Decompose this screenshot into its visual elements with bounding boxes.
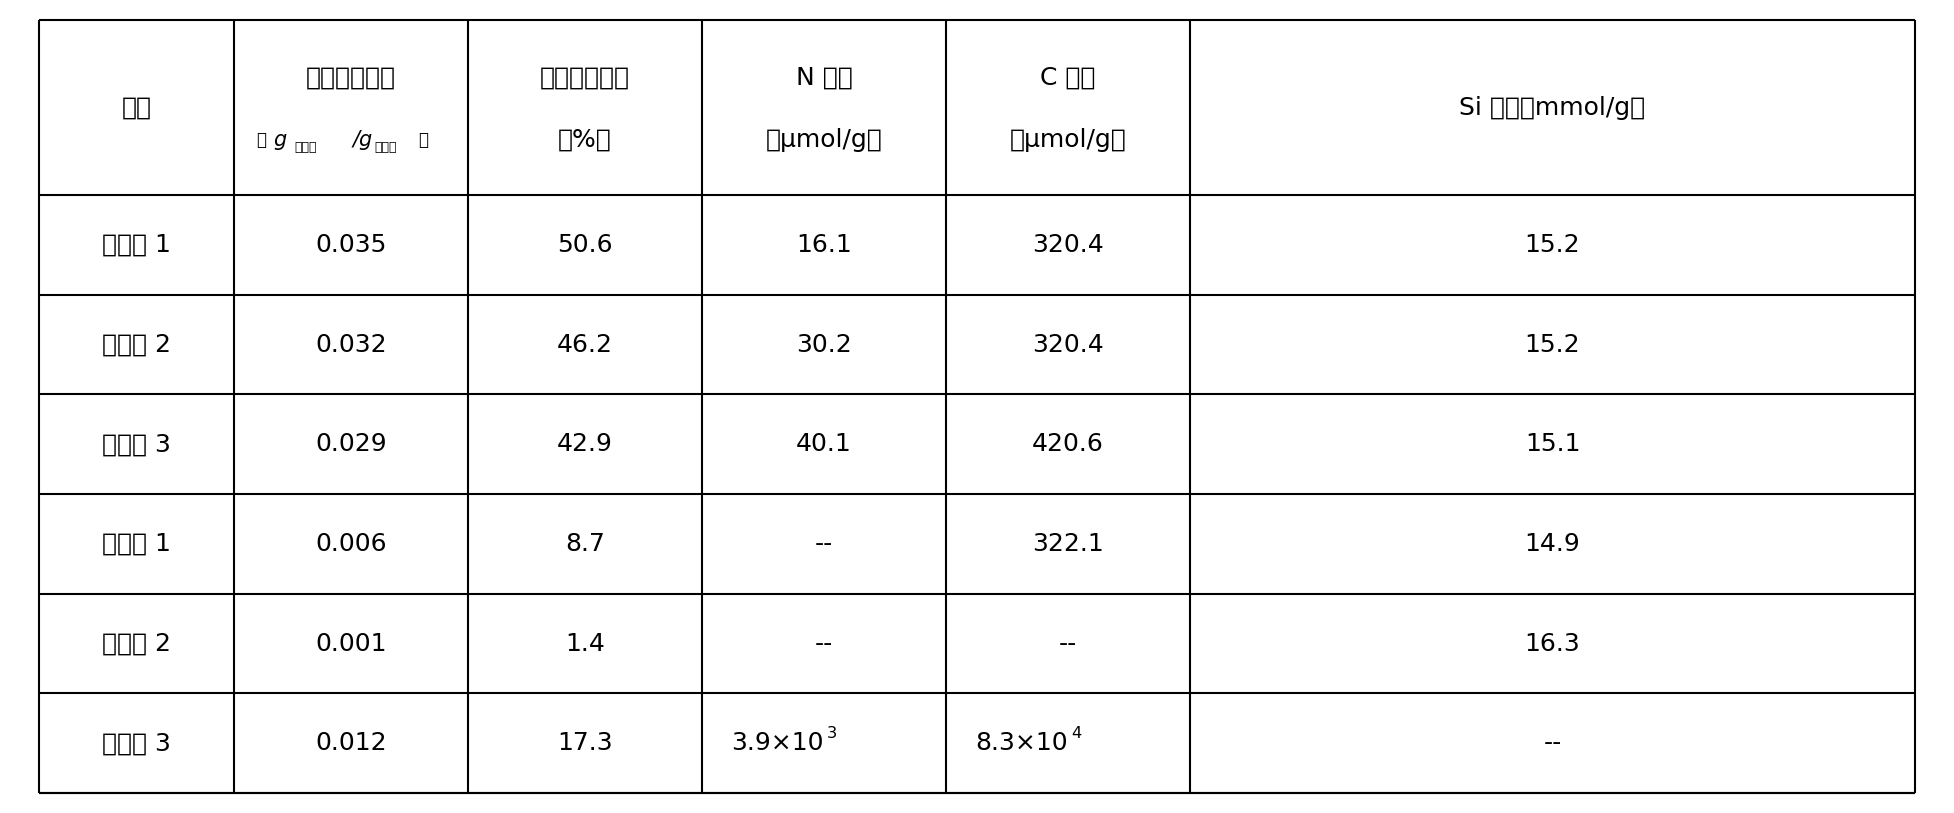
Text: 40.1: 40.1 <box>795 433 852 456</box>
Text: 实例: 实例 <box>121 95 152 120</box>
Text: 4: 4 <box>1071 726 1081 741</box>
Text: 实施例 3: 实施例 3 <box>102 433 170 456</box>
Text: 8.7: 8.7 <box>565 532 606 556</box>
Text: 贵金属回收量: 贵金属回收量 <box>307 66 397 89</box>
Text: （%）: （%） <box>559 128 612 151</box>
Text: N 含量: N 含量 <box>795 66 852 89</box>
Text: 0.032: 0.032 <box>315 333 387 356</box>
Text: （: （ <box>256 131 266 149</box>
Text: 对比例 3: 对比例 3 <box>102 731 170 755</box>
Text: 吸附剂: 吸附剂 <box>373 141 397 154</box>
Text: C 含量: C 含量 <box>1040 66 1096 89</box>
Text: 15.2: 15.2 <box>1524 333 1581 356</box>
Text: 15.1: 15.1 <box>1524 433 1581 456</box>
Text: /g: /g <box>354 129 373 150</box>
Text: 对比例 1: 对比例 1 <box>102 532 170 556</box>
Text: 1.4: 1.4 <box>565 632 606 655</box>
Text: 3.9×10: 3.9×10 <box>731 731 825 755</box>
Text: 14.9: 14.9 <box>1524 532 1581 556</box>
Text: 贵金属回收率: 贵金属回收率 <box>539 66 629 89</box>
Text: 320.4: 320.4 <box>1032 233 1104 257</box>
Text: 30.2: 30.2 <box>795 333 852 356</box>
Text: 16.3: 16.3 <box>1524 632 1581 655</box>
Text: 420.6: 420.6 <box>1032 433 1104 456</box>
Text: 贵金属: 贵金属 <box>293 141 317 154</box>
Text: （μmol/g）: （μmol/g） <box>1010 128 1126 151</box>
Text: Si 含量（mmol/g）: Si 含量（mmol/g） <box>1460 95 1645 120</box>
Text: 实施例 2: 实施例 2 <box>102 333 172 356</box>
Text: 3: 3 <box>827 726 836 741</box>
Text: g: g <box>274 129 285 150</box>
Text: 0.029: 0.029 <box>315 433 387 456</box>
Text: 322.1: 322.1 <box>1032 532 1104 556</box>
Text: 15.2: 15.2 <box>1524 233 1581 257</box>
Text: ）: ） <box>418 131 428 149</box>
Text: --: -- <box>1059 632 1077 655</box>
Text: 17.3: 17.3 <box>557 731 614 755</box>
Text: 16.1: 16.1 <box>795 233 852 257</box>
Text: 对比例 2: 对比例 2 <box>102 632 172 655</box>
Text: 320.4: 320.4 <box>1032 333 1104 356</box>
Text: --: -- <box>815 532 832 556</box>
Text: 实施例 1: 实施例 1 <box>102 233 170 257</box>
Text: 0.006: 0.006 <box>315 532 387 556</box>
Text: 8.3×10: 8.3×10 <box>975 731 1069 755</box>
Text: 50.6: 50.6 <box>557 233 614 257</box>
Text: --: -- <box>815 632 832 655</box>
Text: 0.001: 0.001 <box>315 632 387 655</box>
Text: 0.012: 0.012 <box>315 731 387 755</box>
Text: 0.035: 0.035 <box>315 233 387 257</box>
Text: --: -- <box>1544 731 1561 755</box>
Text: （μmol/g）: （μmol/g） <box>766 128 883 151</box>
Text: 46.2: 46.2 <box>557 333 614 356</box>
Text: 42.9: 42.9 <box>557 433 614 456</box>
